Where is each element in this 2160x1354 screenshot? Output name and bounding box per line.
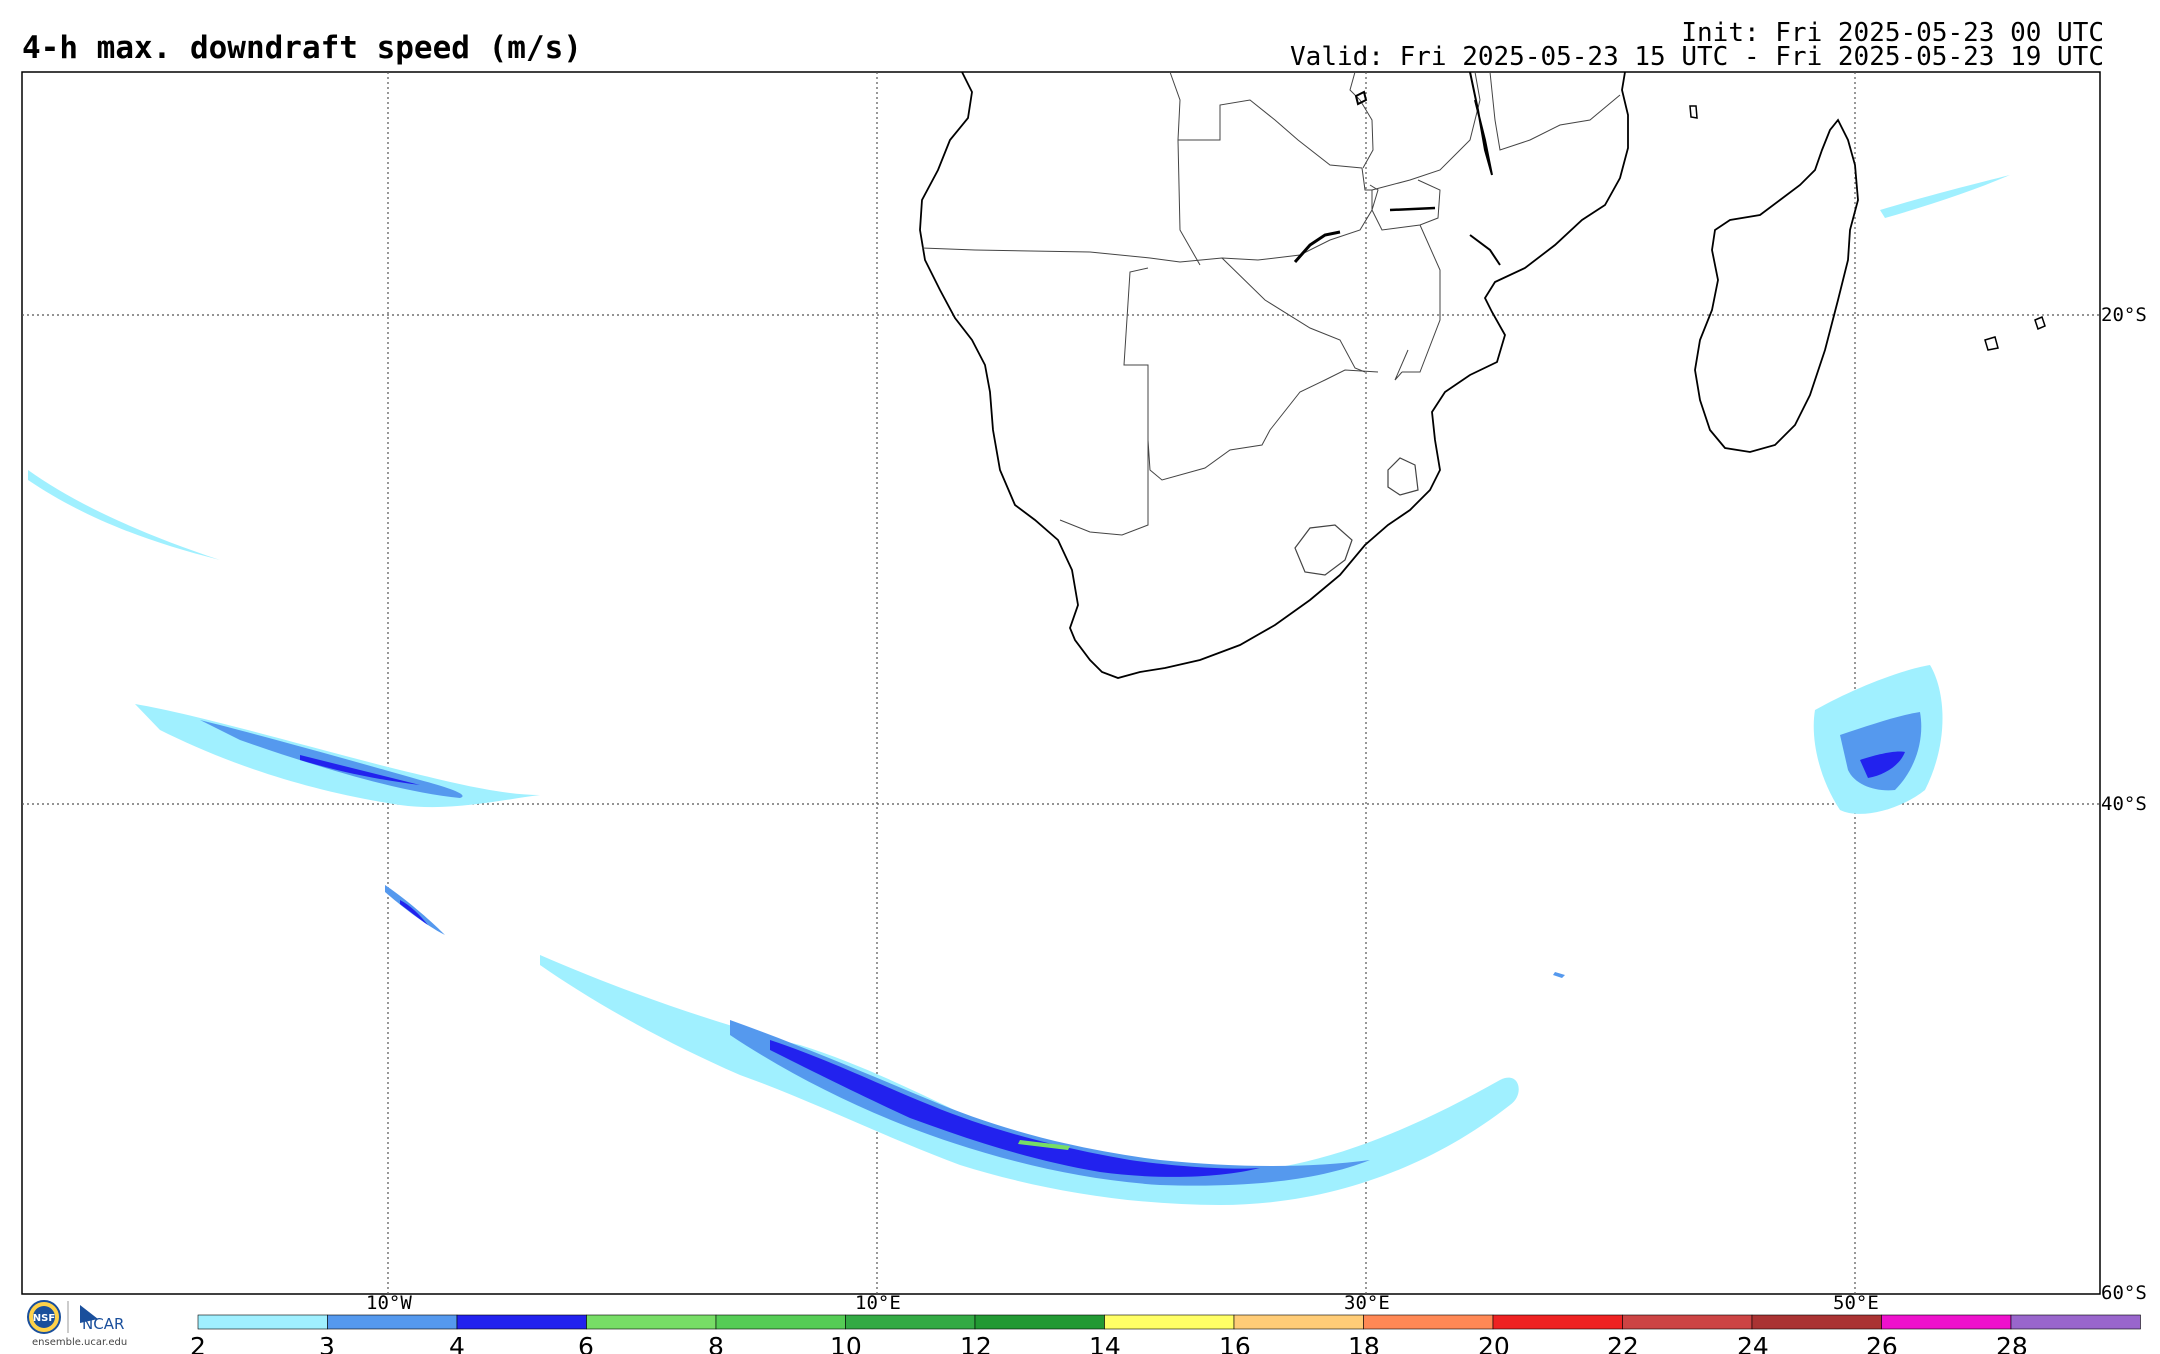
- legend-swatch: [1104, 1314, 1235, 1330]
- africa-coastline: [919, 71, 1629, 679]
- legend-tick: 8: [708, 1332, 724, 1354]
- init-time: Init: Fri 2025-05-23 00 UTC: [1681, 18, 2104, 48]
- lake-kariba: [1293, 230, 1341, 263]
- ncar-text: NCAR: [82, 1315, 124, 1333]
- lon-label-10e: 10°E: [855, 1292, 901, 1314]
- swath-main-light: [540, 955, 1519, 1205]
- lesotho-border: [1294, 524, 1353, 576]
- legend-swatch: [1492, 1314, 1623, 1330]
- lon-label-50e: 50°E: [1833, 1292, 1879, 1314]
- legend-tick: 2: [190, 1332, 206, 1354]
- legend-tick: 10: [830, 1332, 862, 1354]
- legend-swatch: [197, 1314, 328, 1330]
- swath-northwest-speckle: [28, 470, 220, 560]
- legend-tick: 14: [1089, 1332, 1121, 1354]
- lat-label-60s: 60°S: [2101, 1282, 2147, 1304]
- swath-east-dark: [1860, 751, 1905, 778]
- valid-time: Valid: Fri 2025-05-23 15 UTC - Fri 2025-…: [1290, 42, 2104, 72]
- map-frame: [21, 71, 2101, 1295]
- legend-tick: 4: [449, 1332, 465, 1354]
- lat-label-20s: 20°S: [2101, 304, 2147, 326]
- swath-main-dark: [770, 1040, 1260, 1177]
- logos: NSF NCAR: [27, 1300, 124, 1334]
- swath-west-mid: [200, 720, 463, 798]
- legend-tick: 18: [1348, 1332, 1380, 1354]
- swath-west-light: [135, 704, 540, 808]
- legend-swatch: [2010, 1314, 2141, 1330]
- legend-tick: 24: [1737, 1332, 1769, 1354]
- nsf-logo: NSF: [27, 1300, 61, 1334]
- legend-tick: 12: [960, 1332, 992, 1354]
- swath-mid-speckle: [1553, 972, 1565, 978]
- swath-west-dark: [300, 755, 420, 785]
- legend-swatch: [715, 1314, 846, 1330]
- lon-label-10w: 10°W: [366, 1292, 412, 1314]
- legend-ticks: 2 3 4 6 8 10 12 14 16 18 20 22 24 26 28: [190, 1332, 2028, 1354]
- island-comoros: [1689, 105, 1698, 119]
- swath-main-peak: [1018, 1140, 1070, 1150]
- legend-swatch: [327, 1314, 458, 1330]
- madagascar-coastline: [1694, 118, 1859, 453]
- swath-west-small-dark: [400, 900, 428, 925]
- legend-tick: 26: [1866, 1332, 1898, 1354]
- graticule: [22, 72, 2100, 1294]
- island-mauritius: [2034, 315, 2046, 331]
- lake-malawi: [1469, 71, 1493, 176]
- legend-swatch: [456, 1314, 587, 1330]
- legend-swatch: [1363, 1314, 1494, 1330]
- lat-label-40s: 40°S: [2101, 793, 2147, 815]
- swath-east-mid: [1840, 712, 1922, 791]
- legend-swatch: [586, 1314, 717, 1330]
- small-lake: [1354, 90, 1368, 106]
- island-reunion: [1984, 336, 1999, 351]
- legend-tick: 20: [1478, 1332, 1510, 1354]
- eswatini-border: [1387, 457, 1419, 496]
- country-borders: [921, 71, 1621, 536]
- legend-tick: 3: [319, 1332, 335, 1354]
- lon-label-30e: 30°E: [1344, 1292, 1390, 1314]
- site-url: ensemble.ucar.edu: [32, 1337, 128, 1348]
- nsf-text: NSF: [33, 1313, 55, 1324]
- legend-colorbar: [197, 1314, 2141, 1330]
- map-title: 4-h max. downdraft speed (m/s): [22, 30, 582, 66]
- legend-swatch: [1233, 1314, 1364, 1330]
- legend-swatch: [974, 1314, 1105, 1330]
- legend-swatch: [1881, 1314, 2012, 1330]
- legend-swatch: [1751, 1314, 1882, 1330]
- swath-east-speckle: [1880, 175, 2010, 218]
- legend-tick: 22: [1607, 1332, 1639, 1354]
- ncar-logo: NCAR: [80, 1305, 124, 1333]
- lake-cahora: [1469, 234, 1501, 266]
- river-segment: [1389, 206, 1436, 212]
- legend-swatch: [1622, 1314, 1753, 1330]
- legend-swatch: [845, 1314, 976, 1330]
- legend-tick: 6: [578, 1332, 594, 1354]
- legend-tick: 16: [1219, 1332, 1251, 1354]
- swath-west-small: [385, 885, 445, 935]
- legend-tick: 28: [1996, 1332, 2028, 1354]
- downdraft-swaths: [28, 175, 2010, 1205]
